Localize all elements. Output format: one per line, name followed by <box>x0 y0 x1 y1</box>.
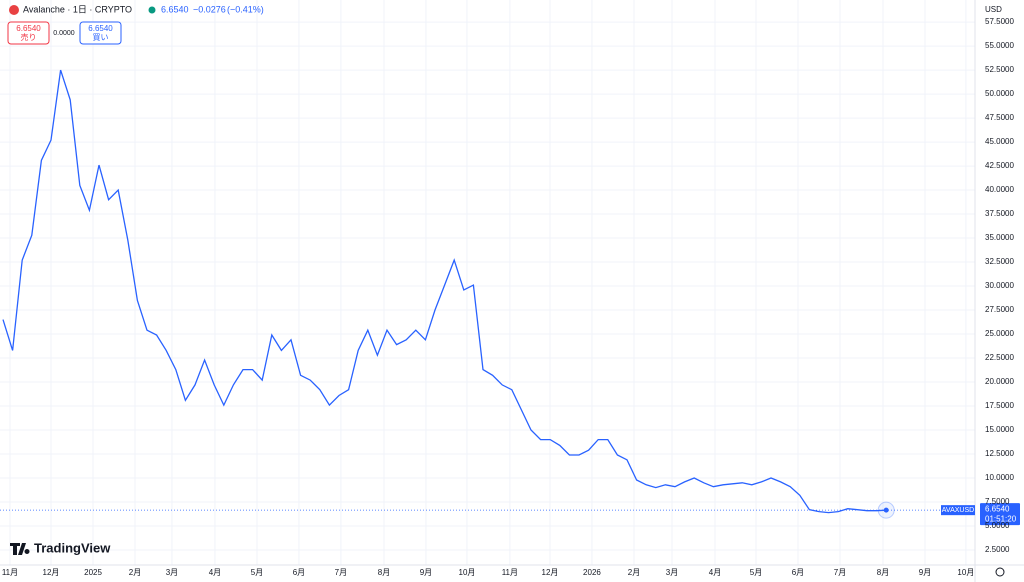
x-tick-label: 2月 <box>628 568 640 577</box>
y-tick-label: 47.5000 <box>985 113 1014 122</box>
y-tick-label: 2.5000 <box>985 545 1010 554</box>
x-tick-label: 2025 <box>84 568 102 577</box>
x-tick-label: 5月 <box>750 568 762 577</box>
status-dot <box>148 6 156 14</box>
y-tick-label: 12.5000 <box>985 449 1014 458</box>
x-tick-label: 7月 <box>834 568 846 577</box>
y-tick-label: 55.0000 <box>985 41 1014 50</box>
y-tick-label: 57.5000 <box>985 17 1014 26</box>
y-tick-label: 42.5000 <box>985 161 1014 170</box>
y-tick-label: 20.0000 <box>985 377 1014 386</box>
x-tick-label: 3月 <box>166 568 178 577</box>
plot-layer <box>0 69 975 519</box>
sell-label: 売り <box>21 32 37 42</box>
x-tick-label: 4月 <box>209 568 221 577</box>
x-tick-label: 5月 <box>251 568 263 577</box>
y-tick-label: 50.0000 <box>985 89 1014 98</box>
currency[interactable]: USD <box>985 5 1002 14</box>
y-tick-label: 10.0000 <box>985 473 1014 482</box>
x-tick-label: 9月 <box>420 568 432 577</box>
x-tick-label: 12月 <box>542 568 559 577</box>
x-tick-label: 3月 <box>666 568 678 577</box>
last-price: 6.6540 <box>161 4 189 14</box>
grid-layer <box>0 0 975 565</box>
buy-price: 6.6540 <box>88 24 113 33</box>
x-tick-label: 6月 <box>792 568 804 577</box>
symbol-tag: AVAXUSD <box>942 507 974 514</box>
price-tag-countdown: 01:51:20 <box>985 514 1017 523</box>
y-tick-label: 15.0000 <box>985 425 1014 434</box>
sell-price: 6.6540 <box>16 24 41 33</box>
y-tick-label: 22.5000 <box>985 353 1014 362</box>
y-tick-label: 40.0000 <box>985 185 1014 194</box>
x-tick-label: 6月 <box>293 568 305 577</box>
y-tick-label: 5.0000 <box>985 521 1010 530</box>
x-tick-label: 9月 <box>919 568 931 577</box>
y-tick-label: 25.0000 <box>985 329 1014 338</box>
symbol-title: Avalanche · 1日 · CRYPTO <box>23 4 132 14</box>
x-tick-label: 12月 <box>43 568 60 577</box>
y-tick-label: 17.5000 <box>985 401 1014 410</box>
y-tick-label: 27.5000 <box>985 305 1014 314</box>
y-tick-label: 45.0000 <box>985 137 1014 146</box>
y-tick-label: 32.5000 <box>985 257 1014 266</box>
coin-icon <box>9 5 19 15</box>
logo-icon <box>10 543 30 555</box>
price-line <box>2 69 887 514</box>
y-tick-label: 7.5000 <box>985 497 1010 506</box>
x-tick-label: 11月 <box>502 568 518 577</box>
x-tick-label: 10月 <box>459 568 476 577</box>
price-tag-price: 6.6540 <box>985 504 1010 513</box>
price-change: −0.0276 <box>193 4 226 14</box>
x-tick-label: 10月 <box>957 568 974 577</box>
x-tick-label: 2月 <box>129 568 141 577</box>
x-tick-label: 11月 <box>2 568 18 577</box>
symbol-tag-bg <box>941 505 975 516</box>
last-price-dot <box>883 507 889 513</box>
logo-text: TradingView <box>34 540 111 555</box>
y-tick-label: 37.5000 <box>985 209 1014 218</box>
sell-button[interactable] <box>7 21 50 45</box>
price-tag-bg <box>980 503 1020 526</box>
buy-label: 買い <box>93 33 109 42</box>
y-tick-label: 35.0000 <box>985 233 1014 242</box>
price-change-pct: (−0.41%) <box>227 4 264 14</box>
x-tick-label: 2026 <box>583 568 601 577</box>
x-tick-label: 4月 <box>709 568 721 577</box>
settings-icon[interactable] <box>995 567 1005 577</box>
x-tick-label: 8月 <box>877 568 889 577</box>
x-tick-label: 7月 <box>335 568 347 577</box>
x-tick-label: 8月 <box>378 568 390 577</box>
y-tick-label: 30.0000 <box>985 281 1014 290</box>
spread: 0.0000 <box>53 30 75 37</box>
buy-button[interactable] <box>79 21 122 45</box>
y-tick-label: 52.5000 <box>985 65 1014 74</box>
